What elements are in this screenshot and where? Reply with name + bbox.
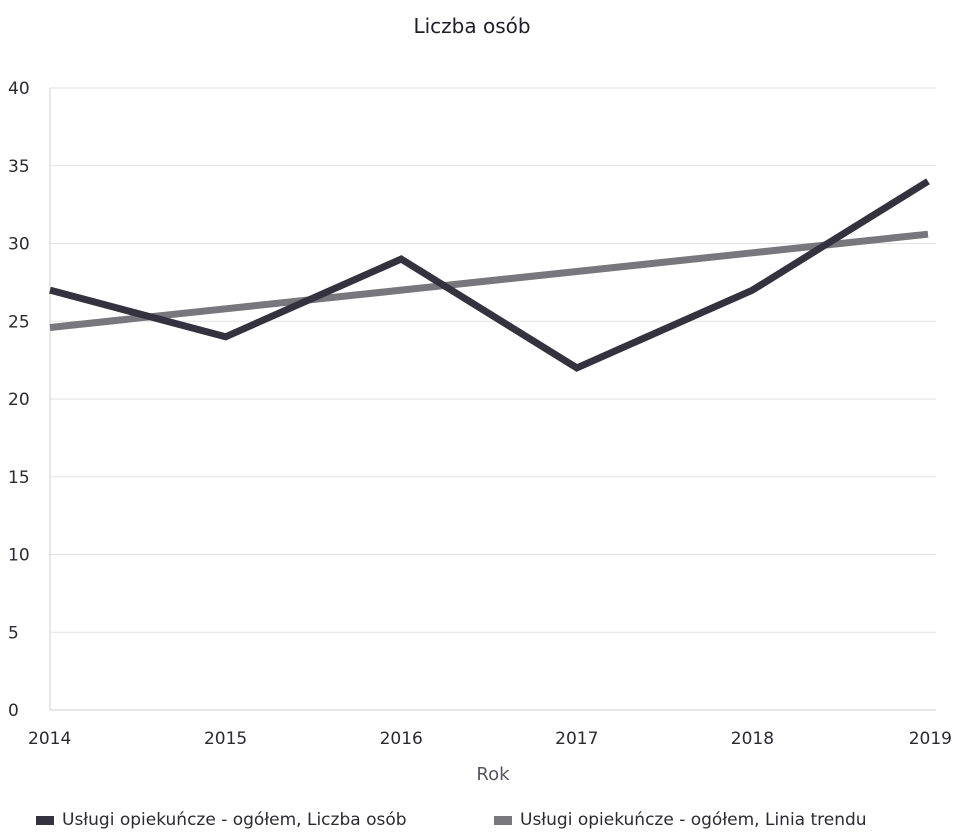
series-line-1 — [49, 178, 930, 372]
legend: Usługi opiekuńcze - ogółem, Liczba osób … — [0, 800, 960, 836]
x-tick-label-2014: 2014 — [28, 729, 71, 749]
x-tick-label-2018: 2018 — [731, 729, 774, 749]
chart-title: Liczba osób — [413, 14, 530, 38]
y-tick-label-40: 40 — [8, 79, 30, 99]
y-tick-label-20: 20 — [8, 390, 30, 410]
y-tick-label-25: 25 — [8, 312, 30, 332]
y-tick-label-30: 30 — [8, 235, 30, 255]
series-line-2 — [49, 230, 929, 331]
x-axis-title: Rok — [476, 764, 510, 785]
y-tick-label-0: 0 — [8, 701, 19, 721]
legend-swatch-series-2 — [494, 815, 512, 825]
x-tick-labels: 2014 2015 2016 2017 2018 2019 — [28, 729, 952, 749]
series-lines — [49, 178, 930, 372]
y-tick-label-5: 5 — [8, 623, 19, 643]
legend-swatch-series-1 — [36, 815, 54, 825]
legend-label-series-2: Usługi opiekuńcze - ogółem, Linia trendu — [520, 810, 867, 830]
x-tick-label-2017: 2017 — [555, 729, 598, 749]
legend-item-series-2: Usługi opiekuńcze - ogółem, Linia trendu — [494, 810, 867, 830]
y-tick-label-15: 15 — [8, 468, 30, 488]
y-tick-label-35: 35 — [8, 157, 30, 177]
x-tick-label-2019: 2019 — [909, 729, 952, 749]
x-tick-label-2015: 2015 — [204, 729, 247, 749]
legend-item-series-1: Usługi opiekuńcze - ogółem, Liczba osób — [36, 810, 407, 830]
y-tick-label-10: 10 — [8, 546, 30, 566]
axes — [49, 88, 936, 711]
legend-label-series-1: Usługi opiekuńcze - ogółem, Liczba osób — [62, 810, 407, 830]
gridlines — [50, 87, 936, 633]
x-tick-label-2016: 2016 — [380, 729, 423, 749]
y-tick-labels: 0 5 10 15 20 25 30 35 40 — [8, 79, 30, 721]
